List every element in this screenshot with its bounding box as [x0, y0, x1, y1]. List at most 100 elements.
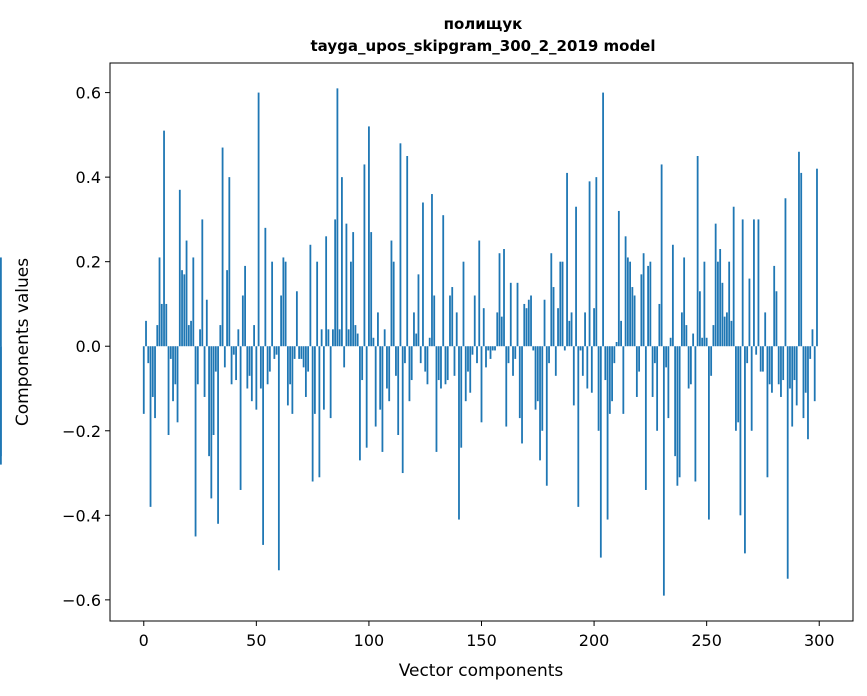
bar	[671, 244, 674, 347]
bar	[584, 312, 586, 347]
bar	[507, 346, 510, 364]
bar	[631, 287, 634, 347]
bar	[354, 325, 357, 347]
bar	[741, 219, 744, 347]
bar	[462, 261, 465, 347]
bar	[433, 295, 436, 347]
bar	[374, 346, 377, 427]
bar	[181, 270, 183, 347]
y-tick-label: −0.2	[62, 422, 101, 441]
bar	[773, 265, 776, 347]
bar	[446, 346, 449, 381]
bar	[543, 299, 546, 347]
bar	[791, 346, 794, 427]
bar	[638, 346, 641, 372]
bar	[608, 346, 611, 414]
bar	[705, 337, 708, 347]
bar	[273, 346, 276, 359]
bar	[762, 346, 764, 372]
bar	[780, 346, 782, 397]
bar	[298, 346, 301, 359]
bar	[525, 308, 528, 347]
bar	[419, 346, 422, 364]
bar	[512, 346, 514, 376]
bar	[453, 346, 456, 376]
bar	[723, 316, 726, 347]
bar	[746, 346, 749, 364]
bar	[266, 346, 269, 385]
bar	[523, 303, 526, 347]
bar	[223, 346, 226, 368]
bar	[435, 346, 438, 452]
bar	[593, 308, 595, 347]
bar	[611, 346, 613, 402]
bar	[739, 346, 742, 516]
bar	[572, 346, 575, 406]
x-tick-label: 50	[246, 631, 266, 650]
bar	[158, 257, 161, 347]
bar	[212, 346, 215, 435]
bar	[534, 346, 537, 410]
bar	[726, 312, 728, 347]
bar	[410, 346, 413, 381]
bar	[800, 172, 803, 347]
bar	[807, 346, 809, 440]
bar	[295, 291, 298, 347]
bar	[581, 346, 584, 376]
bar	[575, 206, 577, 347]
y-tick-label: 0.2	[76, 253, 101, 272]
bar	[259, 346, 262, 389]
bar	[505, 346, 508, 427]
bar	[151, 346, 154, 397]
bar	[280, 295, 283, 347]
bar	[451, 287, 454, 347]
bar	[590, 346, 593, 393]
bar	[514, 346, 517, 359]
bar	[239, 346, 242, 490]
bar	[329, 346, 332, 419]
bar	[417, 274, 420, 347]
bar	[662, 346, 665, 596]
bar	[651, 346, 654, 397]
bar	[494, 346, 496, 351]
bar	[255, 346, 258, 410]
bar	[352, 232, 355, 347]
bar	[289, 346, 292, 385]
bar	[262, 346, 264, 545]
bar	[692, 333, 695, 347]
bar	[356, 333, 359, 347]
bar	[370, 232, 373, 347]
x-axis-label: Vector components	[399, 661, 564, 681]
bar	[275, 346, 278, 355]
bar-series	[0, 88, 818, 596]
chart-title: полищук	[444, 15, 523, 33]
bar	[703, 261, 706, 347]
bar	[503, 249, 505, 347]
x-tick-label: 100	[354, 631, 385, 650]
bar	[250, 346, 253, 402]
bar	[201, 219, 204, 347]
bar	[167, 346, 170, 435]
bar	[602, 92, 604, 347]
bar	[307, 346, 310, 372]
bar	[397, 346, 400, 435]
bar	[332, 329, 334, 347]
bar	[415, 333, 418, 347]
bar	[615, 342, 618, 347]
x-tick-label: 250	[691, 631, 722, 650]
bar	[735, 346, 737, 431]
bar	[406, 156, 409, 347]
bar	[271, 261, 274, 347]
bar	[541, 346, 544, 431]
bar	[487, 346, 490, 351]
bar	[0, 346, 2, 465]
bar	[482, 308, 485, 347]
bar	[498, 253, 501, 347]
bar	[597, 346, 600, 431]
x-tick-label: 200	[579, 631, 610, 650]
bar	[309, 244, 312, 347]
bar	[717, 261, 719, 347]
bar	[568, 320, 571, 347]
bar	[712, 325, 715, 347]
bar	[620, 320, 622, 347]
